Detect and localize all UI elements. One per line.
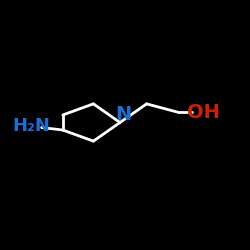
Text: H₂N: H₂N	[13, 117, 51, 135]
Text: N: N	[116, 105, 132, 124]
Text: OH: OH	[187, 103, 220, 122]
